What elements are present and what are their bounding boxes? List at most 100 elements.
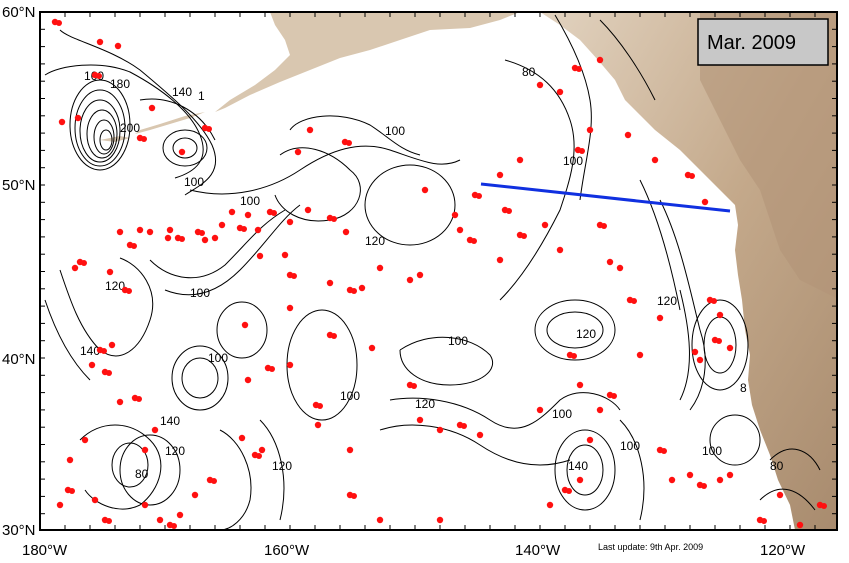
float-marker [56,501,64,509]
float-marker [179,236,185,242]
float-marker [286,304,294,312]
float-marker [317,403,323,409]
float-marker [606,258,614,266]
float-marker [96,73,102,79]
contour-label: 120 [365,234,385,248]
float-marker [761,518,767,524]
contour-label: 100 [702,444,722,458]
float-marker [269,366,275,372]
contour-label: 120 [657,294,677,308]
float-marker [611,393,617,399]
float-marker [586,436,594,444]
float-marker [776,491,784,499]
last-update-text: Last update: 9th Apr. 2009 [598,542,703,552]
float-marker [126,288,132,294]
float-marker [314,421,322,429]
coastal-mountains [700,12,837,299]
float-marker [211,234,219,242]
aleutian-islands-2 [100,136,130,142]
float-marker [258,446,266,454]
float-marker [686,471,694,479]
float-marker [69,488,75,494]
lon-label-160w: 160°W [264,542,310,559]
float-marker [136,226,144,234]
float-marker [244,376,252,384]
float-marker [436,426,444,434]
float-marker [116,228,124,236]
float-marker [716,476,724,484]
float-marker [616,264,624,272]
float-marker [106,370,112,376]
float-marker [576,381,584,389]
float-marker [796,521,804,529]
float-marker [406,276,414,284]
float-marker [286,218,294,226]
float-marker [131,243,137,249]
float-marker [661,448,667,454]
float-marker [506,208,512,214]
float-marker [201,236,209,244]
float-marker [496,256,504,264]
float-marker [351,288,357,294]
float-marker [148,104,156,112]
float-marker [376,264,384,272]
float-marker [211,478,217,484]
float-marker [218,221,226,229]
float-marker [456,226,464,234]
float-marker [521,233,527,239]
float-marker [821,503,827,509]
float-marker [596,56,604,64]
float-marker [331,333,337,339]
float-marker [536,81,544,89]
contour-label: 1 [198,89,205,103]
contour-label: 120 [165,444,185,458]
float-marker [461,423,467,429]
float-marker [304,206,312,214]
float-marker [108,341,116,349]
float-marker [656,314,664,322]
float-marker [114,42,122,50]
contour-label: 180 [110,77,130,91]
float-marker [342,228,350,236]
float-marker [631,298,637,304]
float-marker [66,456,74,464]
float-marker [141,446,149,454]
float-marker [496,171,504,179]
float-marker [151,426,159,434]
float-marker [636,351,644,359]
float-marker [88,361,96,369]
lat-label-60n: 60°N [2,4,36,21]
float-marker [178,148,186,156]
lat-label-30n: 30°N [2,522,36,539]
float-marker [556,246,564,254]
float-marker [106,268,114,276]
float-marker [164,234,172,242]
float-marker [286,361,294,369]
float-marker [116,398,124,406]
contour-lines [44,14,821,530]
float-marker [146,228,154,236]
float-marker [691,348,699,356]
contour-label: 100 [385,124,405,138]
contour-label: 200 [120,121,140,135]
float-marker [256,252,264,260]
float-marker [711,298,717,304]
contour-label: 100 [240,194,260,208]
float-marker [601,223,607,229]
float-marker [156,516,164,524]
contour-label: 100 [620,439,640,453]
float-marker [701,198,709,206]
contour-label: 120 [105,279,125,293]
contour-label: 120 [272,459,292,473]
float-marker [191,491,199,499]
float-marker [358,284,366,292]
float-marker [476,431,484,439]
float-marker [536,406,544,414]
contour-label: 100 [448,334,468,348]
contour-label: 100 [340,389,360,403]
float-marker [71,264,79,272]
float-marker [556,88,564,96]
float-marker [726,471,734,479]
contour-label: 100 [184,175,204,189]
